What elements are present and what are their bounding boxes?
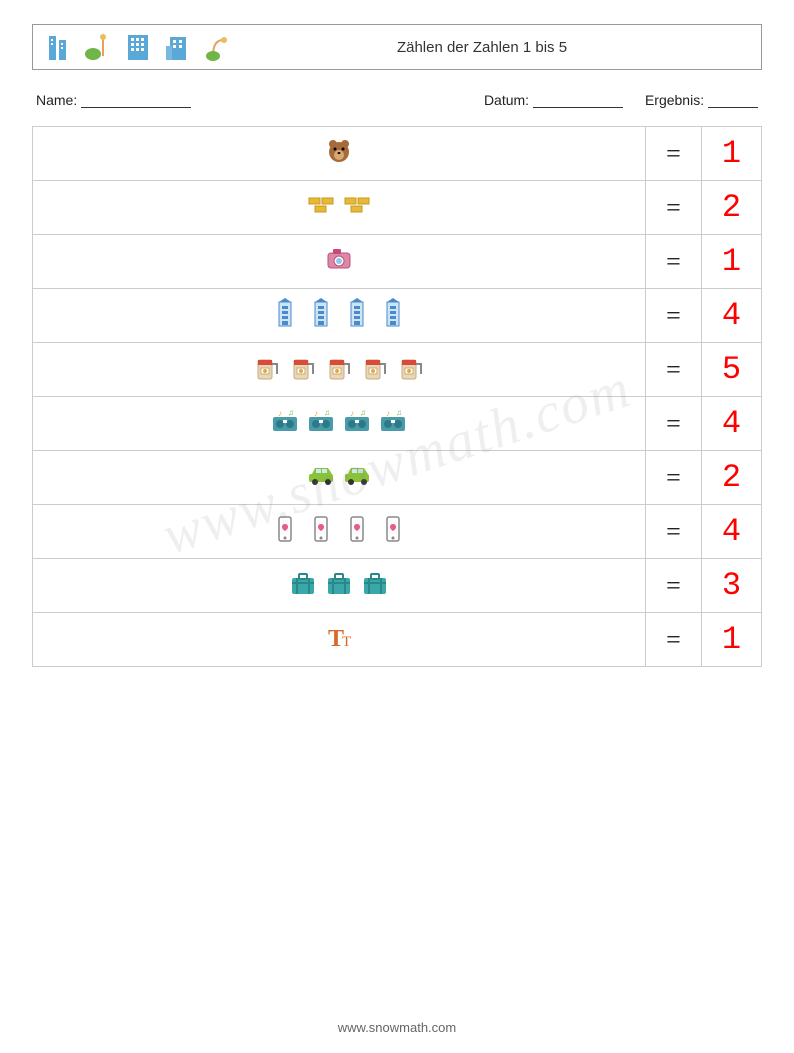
date-label: Datum: [484, 92, 529, 108]
phone-icon [342, 514, 372, 544]
boombox-icon [342, 406, 372, 436]
equals-cell: = [646, 451, 702, 505]
answer-cell: 4 [702, 505, 762, 559]
answer-cell: 4 [702, 289, 762, 343]
answer-cell: 3 [702, 559, 762, 613]
meta-row: Name: Datum: Ergebnis: [32, 92, 762, 108]
gaspump-icon [396, 352, 426, 382]
tower-icon [270, 298, 300, 328]
tower-icon [378, 298, 408, 328]
table-row: =5 [33, 343, 762, 397]
boombox-icon [270, 406, 300, 436]
header-icons [43, 32, 233, 62]
suitcase-icon [360, 568, 390, 598]
icons-cell [33, 559, 646, 613]
result-label: Ergebnis: [645, 92, 704, 108]
answer-cell: 1 [702, 127, 762, 181]
answer-cell: 1 [702, 613, 762, 667]
name-blank[interactable] [81, 94, 191, 108]
building3-icon [163, 32, 193, 62]
equals-cell: = [646, 505, 702, 559]
footer-text: www.snowmath.com [0, 1020, 794, 1035]
table-row: =4 [33, 505, 762, 559]
phone-icon [378, 514, 408, 544]
tower-icon [306, 298, 336, 328]
tower-icon [342, 298, 372, 328]
lamp-bush-icon [203, 32, 233, 62]
boombox-icon [306, 406, 336, 436]
table-row: =1 [33, 235, 762, 289]
table-row: =3 [33, 559, 762, 613]
equals-cell: = [646, 397, 702, 451]
equals-cell: = [646, 181, 702, 235]
table-row: =2 [33, 451, 762, 505]
phone-icon [270, 514, 300, 544]
car-icon [342, 460, 372, 490]
equals-cell: = [646, 559, 702, 613]
worksheet-table: =1=2=1=4=5=4=2=4=3=1 [32, 126, 762, 667]
suitcase-icon [324, 568, 354, 598]
table-row: =4 [33, 289, 762, 343]
equals-cell: = [646, 343, 702, 397]
bricks-icon [342, 190, 372, 220]
equals-cell: = [646, 235, 702, 289]
answer-cell: 2 [702, 451, 762, 505]
equals-cell: = [646, 613, 702, 667]
icons-cell [33, 343, 646, 397]
building2-icon [123, 32, 153, 62]
table-row: =2 [33, 181, 762, 235]
equals-cell: = [646, 127, 702, 181]
answer-cell: 4 [702, 397, 762, 451]
boombox-icon [378, 406, 408, 436]
gaspump-icon [360, 352, 390, 382]
answer-cell: 2 [702, 181, 762, 235]
answer-cell: 5 [702, 343, 762, 397]
icons-cell [33, 289, 646, 343]
gaspump-icon [288, 352, 318, 382]
icons-cell [33, 127, 646, 181]
bear-icon [324, 136, 354, 166]
result-blank[interactable] [708, 94, 758, 108]
header-box: Zählen der Zahlen 1 bis 5 [32, 24, 762, 70]
name-label: Name: [36, 92, 77, 108]
gaspump-icon [324, 352, 354, 382]
phone-icon [306, 514, 336, 544]
icons-cell [33, 235, 646, 289]
date-blank[interactable] [533, 94, 623, 108]
bricks-icon [306, 190, 336, 220]
car-icon [306, 460, 336, 490]
equals-cell: = [646, 289, 702, 343]
worksheet-title: Zählen der Zahlen 1 bis 5 [233, 39, 751, 56]
gaspump-icon [252, 352, 282, 382]
icons-cell [33, 505, 646, 559]
icons-cell [33, 451, 646, 505]
table-row: =4 [33, 397, 762, 451]
icons-cell [33, 181, 646, 235]
tree-lamp-icon [83, 32, 113, 62]
icons-cell [33, 397, 646, 451]
icons-cell [33, 613, 646, 667]
suitcase-icon [288, 568, 318, 598]
letterT-icon [324, 622, 354, 652]
table-row: =1 [33, 613, 762, 667]
table-row: =1 [33, 127, 762, 181]
building1-icon [43, 32, 73, 62]
answer-cell: 1 [702, 235, 762, 289]
camera-icon [324, 244, 354, 274]
